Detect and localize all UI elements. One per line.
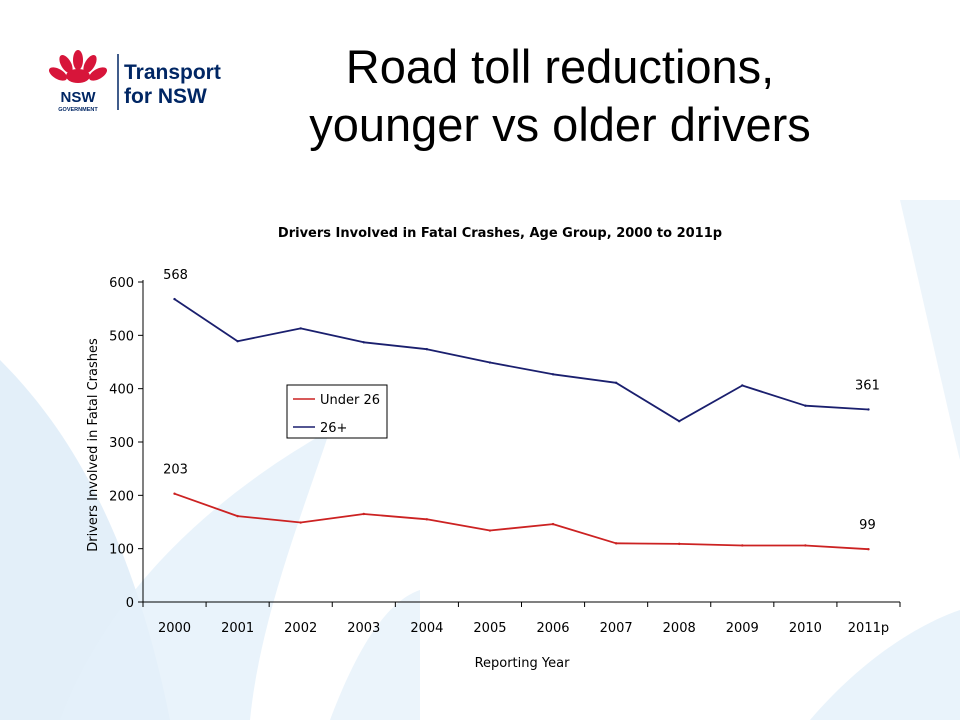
y-tick-label: 200 — [109, 489, 134, 504]
data-point — [551, 522, 555, 526]
data-point — [362, 341, 365, 344]
x-tick-label: 2001 — [221, 621, 254, 636]
data-point — [173, 492, 176, 495]
data-label: 361 — [855, 378, 880, 393]
logo-nsw: NSW — [61, 89, 97, 106]
background-swoosh — [810, 610, 960, 720]
x-tick-label: 2006 — [536, 621, 569, 636]
data-point — [299, 521, 302, 524]
y-tick-label: 100 — [109, 543, 134, 558]
data-point — [741, 544, 744, 547]
logo-name-line1: Transport — [124, 61, 221, 84]
data-point — [804, 544, 807, 547]
x-tick-label: 2009 — [726, 621, 759, 636]
data-point — [299, 327, 302, 330]
y-tick-label: 500 — [109, 329, 134, 344]
data-point — [614, 381, 618, 384]
waratah-icon — [48, 50, 108, 83]
slide-title: Road toll reductions, younger vs older d… — [230, 38, 890, 154]
background-swoosh — [330, 590, 420, 720]
data-point — [867, 548, 870, 551]
data-point — [867, 408, 870, 411]
y-axis-label: Drivers Involved in Fatal Crashes — [86, 338, 101, 552]
data-point — [236, 340, 239, 343]
background-swoosh — [900, 200, 960, 460]
data-point — [236, 514, 239, 518]
data-point — [551, 373, 555, 376]
data-point — [425, 518, 429, 521]
x-axis-label: Reporting Year — [475, 656, 571, 671]
logo-name-line2: for NSW — [124, 85, 207, 108]
y-tick-label: 0 — [126, 596, 134, 611]
x-tick-label: 2010 — [789, 621, 822, 636]
data-label: 203 — [163, 463, 188, 478]
x-tick-label: 2005 — [473, 621, 506, 636]
data-point — [678, 542, 681, 546]
x-tick-label: 2011p — [848, 621, 889, 636]
x-tick-label: 2002 — [284, 621, 317, 636]
slide-title-line1: Road toll reductions, — [345, 40, 775, 93]
data-point — [425, 348, 429, 351]
x-tick-label: 2004 — [410, 621, 443, 636]
chart-title: Drivers Involved in Fatal Crashes, Age G… — [278, 226, 722, 241]
x-tick-label: 2008 — [663, 621, 696, 636]
series-line-26- — [174, 298, 869, 423]
y-tick-label: 300 — [109, 436, 134, 451]
data-label: 568 — [163, 268, 188, 283]
data-point — [804, 404, 807, 407]
background-swoosh — [60, 430, 330, 720]
y-tick-label: 600 — [109, 276, 134, 291]
series-line-under-26 — [174, 492, 869, 551]
legend-label-under-26: Under 26 — [320, 393, 380, 408]
x-tick-label: 2000 — [158, 621, 191, 636]
data-point — [488, 361, 492, 364]
data-point — [741, 384, 744, 387]
slide-title-line2: younger vs older drivers — [309, 98, 811, 151]
data-point — [614, 542, 618, 545]
data-point — [362, 512, 365, 516]
y-tick-label: 400 — [109, 383, 134, 398]
logo-government: GOVERNMENT — [58, 107, 98, 113]
data-label: 99 — [859, 518, 876, 533]
chart-legend: Under 26 26+ — [286, 384, 388, 439]
legend-label-26-plus: 26+ — [320, 421, 347, 436]
x-tick-label: 2007 — [600, 621, 633, 636]
data-point — [173, 297, 176, 301]
legend-box — [286, 384, 388, 439]
x-tick-label: 2003 — [347, 621, 380, 636]
transport-for-nsw-logo: NSW GOVERNMENT Transport for NSW — [48, 50, 221, 113]
data-point — [488, 529, 492, 532]
data-point — [678, 420, 681, 423]
